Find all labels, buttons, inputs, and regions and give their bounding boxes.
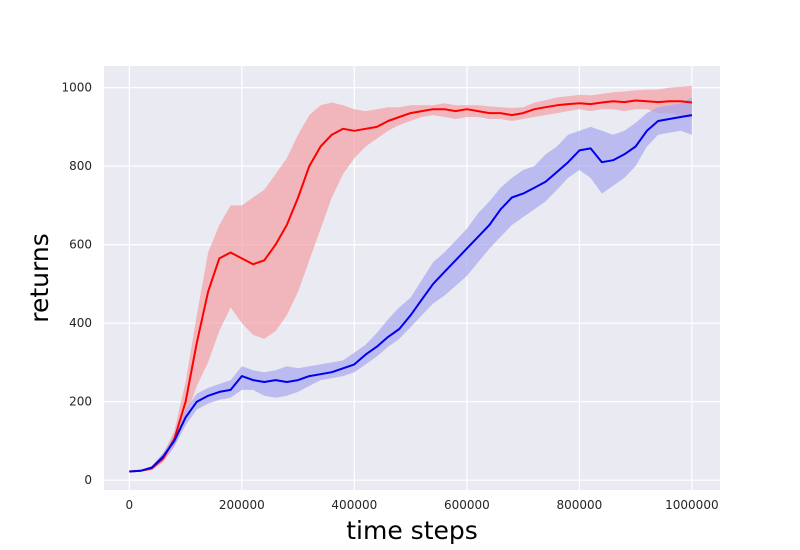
x-tick-label: 800000 [556, 498, 602, 512]
series-lines [129, 99, 693, 473]
series-1-line [129, 99, 693, 473]
y-tick-label: 0 [84, 473, 92, 487]
x-tick-label: 400000 [331, 498, 377, 512]
y-axis-ticks: 0 200 400 600 800 1000 [61, 81, 92, 488]
confidence-bands [129, 85, 692, 473]
x-axis-label: time steps [346, 516, 478, 545]
y-tick-label: 400 [69, 316, 92, 330]
y-tick-label: 600 [69, 238, 92, 252]
series-2-band [129, 97, 692, 473]
y-tick-label: 800 [69, 159, 92, 173]
x-axis-ticks: 0 200000 400000 600000 800000 1000000 [125, 498, 718, 512]
y-tick-label: 200 [69, 395, 92, 409]
series-2-line [129, 114, 693, 473]
x-tick-label: 1000000 [665, 498, 718, 512]
x-tick-label: 0 [125, 498, 133, 512]
y-tick-label: 1000 [61, 81, 92, 95]
x-tick-label: 200000 [219, 498, 265, 512]
series-1-band [129, 85, 692, 473]
y-axis-label: returns [25, 233, 54, 322]
x-tick-label: 600000 [444, 498, 490, 512]
